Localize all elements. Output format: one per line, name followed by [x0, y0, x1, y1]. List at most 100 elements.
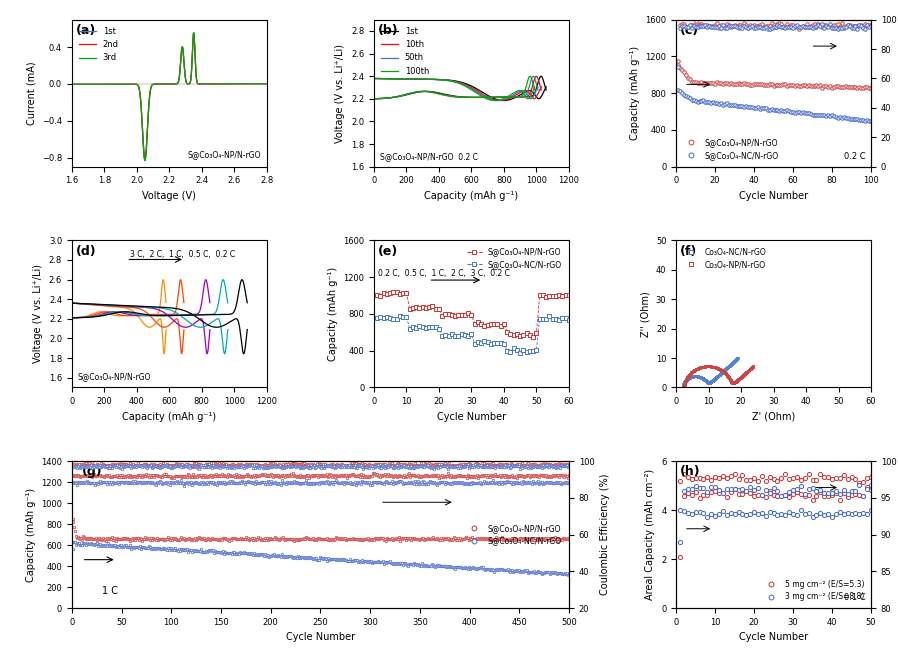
X-axis label: Cycle Number: Cycle Number [437, 412, 506, 422]
3rd [189, 29, 199, 37]
2nd [220, 80, 231, 88]
Legend: S@Co₃O₄-NP/N-rGO, S@Co₃O₄-NC/N-rGO: S@Co₃O₄-NP/N-rGO, S@Co₃O₄-NC/N-rGO [680, 135, 781, 163]
2nd [162, 80, 172, 88]
50th [489, 94, 499, 101]
Line: 50th: 50th [374, 77, 538, 99]
Text: (f): (f) [680, 245, 697, 258]
2nd [156, 80, 167, 88]
100th [458, 94, 469, 101]
10th [413, 88, 424, 95]
100th [448, 93, 459, 101]
1st [162, 80, 172, 88]
Text: 0.1 C: 0.1 C [843, 593, 865, 602]
50th [411, 88, 422, 96]
10th [531, 73, 541, 80]
Line: 1st: 1st [374, 77, 546, 99]
3rd [139, 157, 150, 165]
2nd [256, 80, 267, 88]
2nd [76, 80, 87, 88]
3rd [156, 80, 167, 88]
3rd [66, 80, 77, 88]
10th [390, 93, 401, 101]
10th [536, 86, 547, 94]
3rd [261, 80, 272, 88]
Line: 10th: 10th [374, 77, 541, 99]
100th [427, 88, 437, 96]
X-axis label: Voltage (V): Voltage (V) [143, 191, 197, 201]
Text: S@Co₃O₄-NP/N-rGO: S@Co₃O₄-NP/N-rGO [78, 373, 151, 381]
1st [189, 29, 199, 37]
10th [368, 95, 379, 103]
1st [423, 88, 434, 95]
Text: (b): (b) [378, 24, 399, 37]
X-axis label: Cycle Number: Cycle Number [739, 191, 808, 201]
1st [156, 80, 167, 88]
Text: (h): (h) [680, 466, 700, 479]
Line: 100th: 100th [374, 77, 535, 99]
100th [530, 86, 541, 94]
10th [451, 93, 462, 101]
2nd [189, 29, 199, 37]
2nd [256, 80, 267, 88]
Y-axis label: Areal Capacity (mAh cm⁻²): Areal Capacity (mAh cm⁻²) [646, 469, 656, 600]
1st [66, 80, 77, 88]
Text: S@Co₃O₄-NP/N-rGO  0.2 C: S@Co₃O₄-NP/N-rGO 0.2 C [380, 152, 478, 161]
100th [484, 94, 495, 101]
1st [369, 95, 380, 103]
Y-axis label: Current (mA): Current (mA) [26, 61, 36, 125]
Text: (e): (e) [378, 245, 398, 258]
X-axis label: Z' (Ohm): Z' (Ohm) [752, 412, 796, 422]
Y-axis label: Capacity (mAh g⁻¹): Capacity (mAh g⁻¹) [328, 267, 338, 361]
Text: S@Co₃O₄-NP/N-rGO: S@Co₃O₄-NP/N-rGO [188, 150, 261, 160]
10th [382, 94, 392, 102]
Text: 0.2 C: 0.2 C [843, 152, 865, 161]
2nd [261, 80, 272, 88]
1st [422, 88, 433, 95]
Y-axis label: Capacity (mAh g⁻¹): Capacity (mAh g⁻¹) [629, 46, 639, 140]
100th [368, 95, 379, 103]
100th [382, 94, 392, 102]
X-axis label: Cycle Number: Cycle Number [739, 632, 808, 642]
1st [436, 90, 447, 97]
Y-axis label: Coulombic Efficiency (%): Coulombic Efficiency (%) [600, 474, 610, 595]
10th [471, 94, 482, 101]
1st [256, 80, 267, 88]
3rd [162, 80, 172, 88]
10th [396, 92, 407, 99]
1st [368, 95, 379, 103]
Line: 2nd: 2nd [72, 33, 267, 160]
50th [514, 93, 524, 101]
Text: (d): (d) [75, 245, 96, 258]
Legend: Co₃O₄-NC/N-rGO, Co₃O₄-NP/N-rGO: Co₃O₄-NC/N-rGO, Co₃O₄-NP/N-rGO [680, 244, 770, 272]
50th [382, 94, 392, 102]
Y-axis label: Capacity (mAh g⁻¹): Capacity (mAh g⁻¹) [25, 488, 36, 581]
Y-axis label: Voltage (V vs. Li⁺/Li): Voltage (V vs. Li⁺/Li) [336, 44, 346, 143]
1st [535, 73, 546, 80]
1st [508, 93, 519, 101]
3rd [256, 80, 267, 88]
100th [524, 73, 535, 80]
Text: (g): (g) [82, 466, 102, 479]
3rd [256, 80, 267, 88]
50th [533, 86, 543, 94]
1st [423, 88, 434, 95]
Legend: 5 mg cm⁻² (E/S=5.3), 3 mg cm⁻² (E/S=8.8): 5 mg cm⁻² (E/S=5.3), 3 mg cm⁻² (E/S=8.8) [761, 576, 867, 604]
X-axis label: Capacity (mAh g⁻¹): Capacity (mAh g⁻¹) [122, 412, 216, 422]
Legend: 1st, 2nd, 3rd: 1st, 2nd, 3rd [76, 24, 122, 66]
2nd [66, 80, 77, 88]
Legend: S@Co₃O₄-NP/N-rGO, S@Co₃O₄-NC/N-rGO: S@Co₃O₄-NP/N-rGO, S@Co₃O₄-NC/N-rGO [463, 244, 565, 272]
1st [256, 80, 267, 88]
Legend: S@Co₃O₄-NP/N-rGO, S@Co₃O₄-NC/N-rGO: S@Co₃O₄-NP/N-rGO, S@Co₃O₄-NC/N-rGO [463, 521, 565, 549]
Text: 1 C: 1 C [101, 585, 118, 596]
Y-axis label: Z'' (Ohm): Z'' (Ohm) [640, 291, 650, 337]
Text: (c): (c) [680, 24, 700, 37]
50th [528, 73, 539, 80]
1st [261, 80, 272, 88]
1st [220, 80, 231, 88]
1st [139, 156, 150, 164]
Y-axis label: Voltage (V vs. Li⁺/Li): Voltage (V vs. Li⁺/Li) [33, 264, 43, 364]
100th [379, 94, 390, 102]
Line: 3rd: 3rd [72, 33, 267, 161]
50th [447, 92, 458, 100]
1st [76, 80, 87, 88]
